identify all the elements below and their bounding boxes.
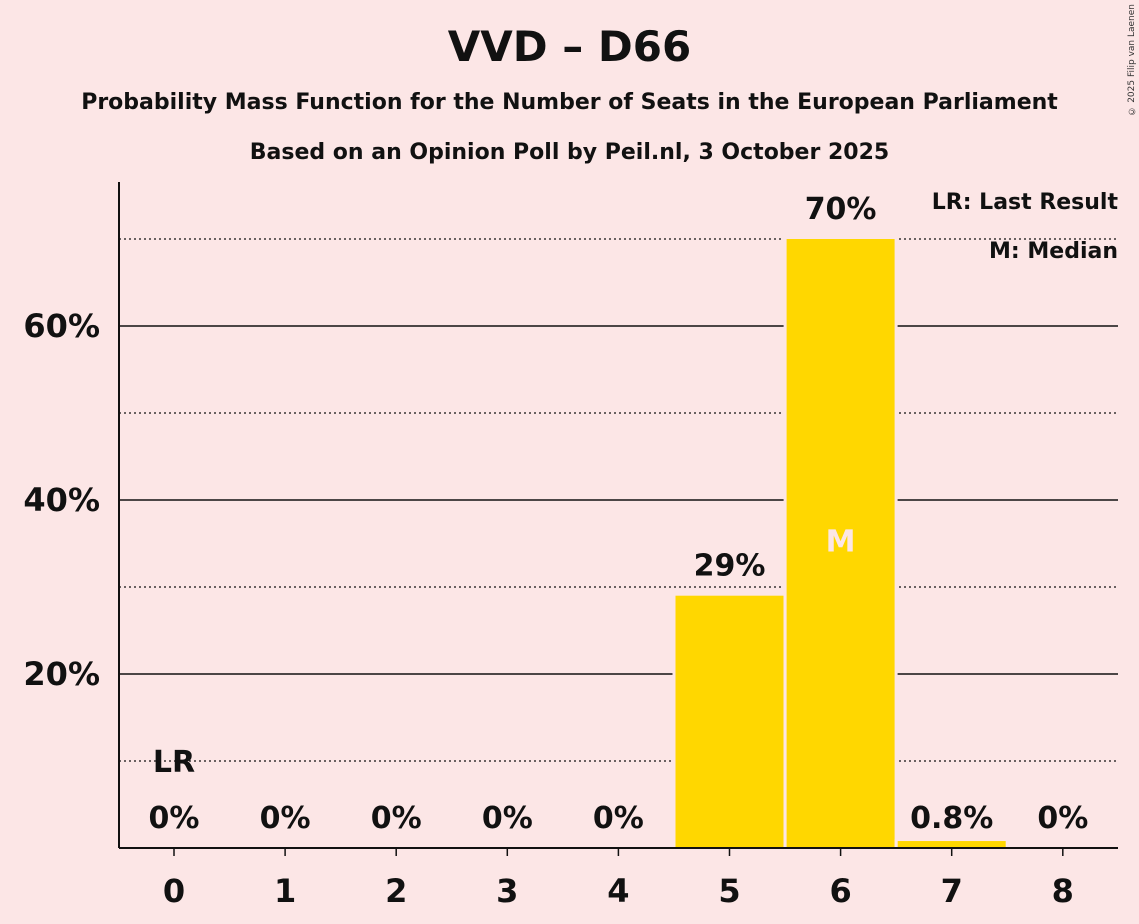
data-label: 0% bbox=[149, 801, 200, 836]
bar bbox=[786, 239, 895, 848]
x-tick-label: 2 bbox=[385, 872, 407, 910]
data-label: 0% bbox=[1037, 801, 1088, 836]
legend-last-result: LR: Last Result bbox=[932, 190, 1119, 215]
chart-subtitle: Probability Mass Function for the Number… bbox=[81, 90, 1058, 115]
legend-median: M: Median bbox=[989, 239, 1118, 264]
data-label: 70% bbox=[805, 192, 877, 227]
data-label: 0% bbox=[482, 801, 533, 836]
x-tick-label: 8 bbox=[1052, 872, 1074, 910]
data-label: 0.8% bbox=[910, 801, 993, 836]
x-tick-label: 5 bbox=[718, 872, 740, 910]
y-tick-label: 60% bbox=[23, 307, 100, 345]
x-tick-label: 3 bbox=[496, 872, 518, 910]
median-marker: M bbox=[826, 525, 856, 560]
data-label: 29% bbox=[694, 549, 766, 584]
x-tick-label: 7 bbox=[941, 872, 963, 910]
x-tick-label: 4 bbox=[607, 872, 629, 910]
x-tick-label: 0 bbox=[163, 872, 185, 910]
data-label: 0% bbox=[371, 801, 422, 836]
bar bbox=[897, 841, 1006, 848]
data-label: 0% bbox=[260, 801, 311, 836]
chart-source: Based on an Opinion Poll by Peil.nl, 3 O… bbox=[249, 140, 890, 165]
y-tick-label: 40% bbox=[23, 481, 100, 519]
last-result-marker: LR bbox=[153, 745, 195, 780]
data-label: 0% bbox=[593, 801, 644, 836]
x-tick-label: 6 bbox=[829, 872, 851, 910]
bar bbox=[675, 595, 784, 848]
y-tick-label: 20% bbox=[23, 655, 100, 693]
x-tick-label: 1 bbox=[274, 872, 296, 910]
chart-title: VVD – D66 bbox=[447, 22, 692, 71]
